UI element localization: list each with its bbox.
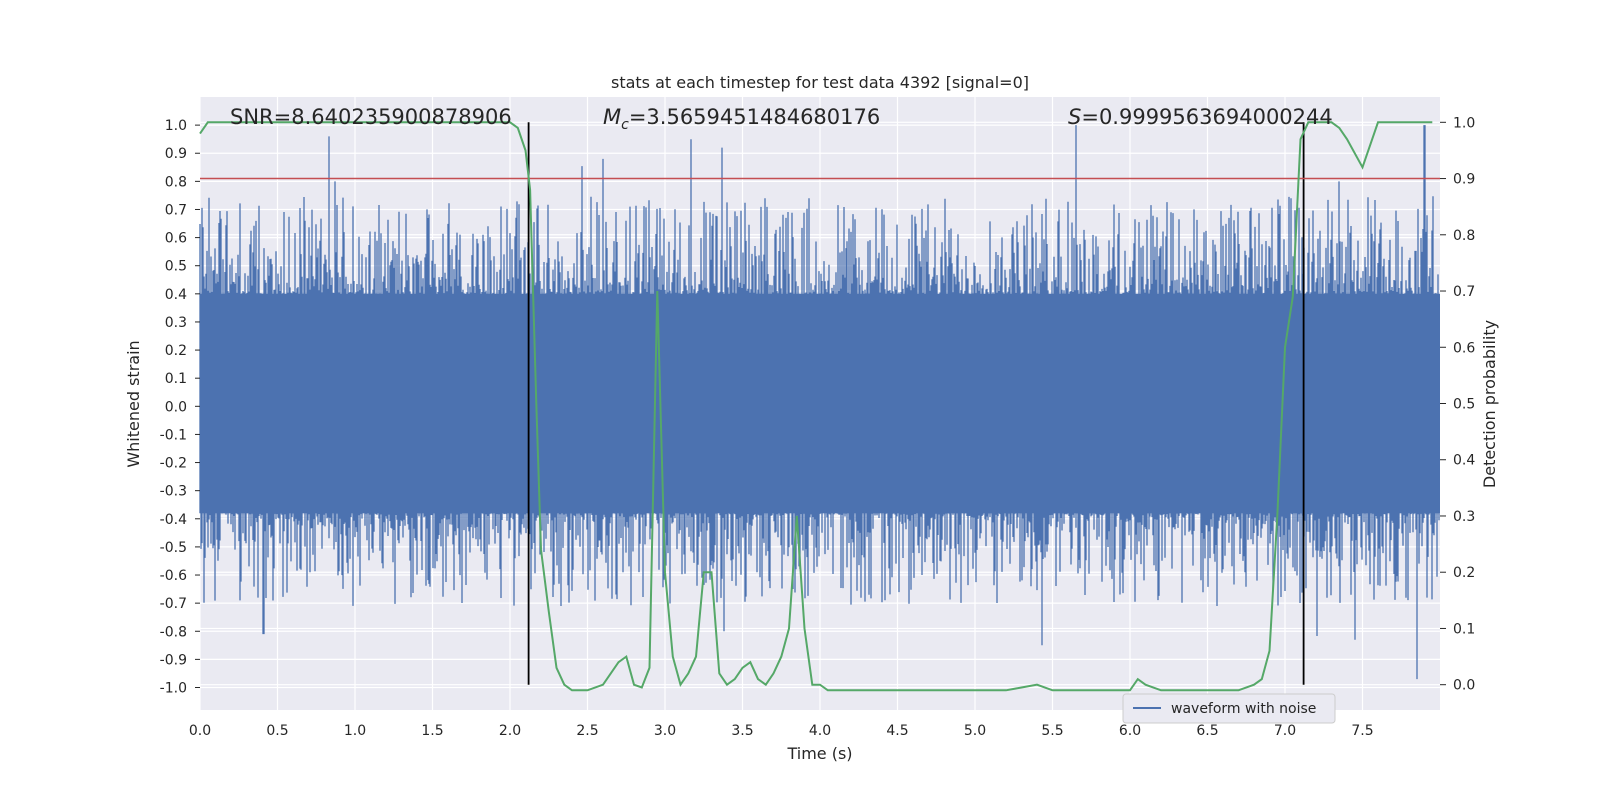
vertical-lines — [527, 122, 1305, 685]
y2-tick-label: 0.7 — [1453, 284, 1475, 300]
y-tick-label: 1.0 — [165, 118, 187, 134]
chirp-mass-annotation: Mc=3.5659451484680176 — [603, 105, 880, 133]
y-tick-label: 0.8 — [165, 174, 187, 190]
y-tick-label: -0.5 — [160, 540, 187, 556]
x-tick-label: 7.5 — [1351, 723, 1373, 739]
y-tick-label: 0.2 — [165, 343, 187, 359]
x-tick-label: 0.5 — [266, 723, 288, 739]
legend-box — [1122, 693, 1336, 724]
y-tick-label: -0.2 — [160, 456, 187, 472]
y-tick-label: 0.0 — [165, 399, 187, 415]
y-tick-label: 0.5 — [165, 259, 187, 275]
waveform-series — [199, 125, 1440, 680]
waveform-core — [200, 293, 1440, 514]
x-tick-label: 1.5 — [421, 723, 443, 739]
y-tick-label: 0.7 — [165, 202, 187, 218]
x-tick-label: 4.0 — [809, 723, 831, 739]
snr-annotation: SNR=8.640235900878906 — [230, 105, 512, 129]
legend-label: waveform with noise — [1171, 701, 1316, 717]
x-tick-label: 2.5 — [576, 723, 598, 739]
y-tick-label: 0.4 — [165, 287, 187, 303]
y-tick-label: -0.9 — [160, 652, 187, 668]
y-tick-label: -0.8 — [160, 624, 187, 640]
y2-tick-label: 0.2 — [1453, 565, 1475, 581]
y-tick-label: -0.4 — [160, 512, 187, 528]
x-tick-label: 3.0 — [654, 723, 676, 739]
score-symbol: S — [1068, 105, 1081, 129]
y-tick-label: -0.7 — [160, 596, 187, 612]
x-tick-label: 6.5 — [1196, 723, 1218, 739]
x-tick-label: 5.5 — [1041, 723, 1063, 739]
x-tick-label: 4.5 — [886, 723, 908, 739]
y2-tick-label: 0.9 — [1453, 172, 1475, 188]
y-axis-label: Whitened strain — [124, 340, 143, 467]
y2-tick-label: 0.4 — [1453, 453, 1475, 469]
x-ticks: 0.0 0.5 1.0 1.5 2.0 2.5 3.0 3.5 4.0 4.5 5.0 5.5 6.0 6… — [189, 723, 1374, 739]
legend: waveform with noise — [1122, 693, 1336, 724]
x-axis-label: Time (s) — [786, 744, 852, 763]
y2-ticks: 1.0 0.9 0.8 0.7 0.6 0.5 0.4 0.3 0.2 0.1 0.0 — [1440, 115, 1475, 694]
y2-tick-label: 0.1 — [1453, 621, 1475, 637]
y2-tick-label: 0.6 — [1453, 340, 1475, 356]
score-annotation: S=0.9999563694000244 — [1068, 105, 1333, 129]
y2-axis-label: Detection probability — [1480, 320, 1499, 488]
x-tick-label: 0.0 — [189, 723, 211, 739]
x-tick-label: 2.0 — [499, 723, 521, 739]
y-tick-label: -0.1 — [160, 427, 187, 443]
chirp-mass-symbol: M — [603, 105, 621, 129]
y-ticks: 1.0 0.9 0.8 0.7 0.6 0.5 0.4 0.3 0.2 0.1 0.0 -0.1 -0.… — [160, 118, 200, 697]
chart-title: stats at each timestep for test data 439… — [611, 73, 1029, 92]
chirp-mass-value: =3.5659451484680176 — [629, 105, 880, 129]
y-tick-label: 0.3 — [165, 315, 187, 331]
score-value: =0.9999563694000244 — [1081, 105, 1332, 129]
y-tick-label: 0.9 — [165, 146, 187, 162]
y-tick-label: -1.0 — [160, 681, 187, 697]
y2-tick-label: 1.0 — [1453, 115, 1475, 131]
x-tick-label: 1.0 — [344, 723, 366, 739]
y-tick-label: 0.6 — [165, 231, 187, 247]
detection-probability-series — [199, 121, 1433, 692]
detection-probability-line — [199, 121, 1433, 692]
x-tick-label: 6.0 — [1119, 723, 1141, 739]
chirp-mass-subscript: c — [621, 117, 629, 133]
y2-tick-label: 0.3 — [1453, 509, 1475, 525]
x-tick-label: 3.5 — [731, 723, 753, 739]
y-tick-label: -0.6 — [160, 568, 187, 584]
y-tick-label: 0.1 — [165, 371, 187, 387]
x-tick-label: 5.0 — [964, 723, 986, 739]
y2-tick-label: 0.0 — [1453, 678, 1475, 694]
y2-tick-label: 0.8 — [1453, 228, 1475, 244]
x-tick-label: 7.0 — [1274, 723, 1296, 739]
y2-tick-label: 0.5 — [1453, 397, 1475, 413]
y-tick-label: -0.3 — [160, 484, 187, 500]
